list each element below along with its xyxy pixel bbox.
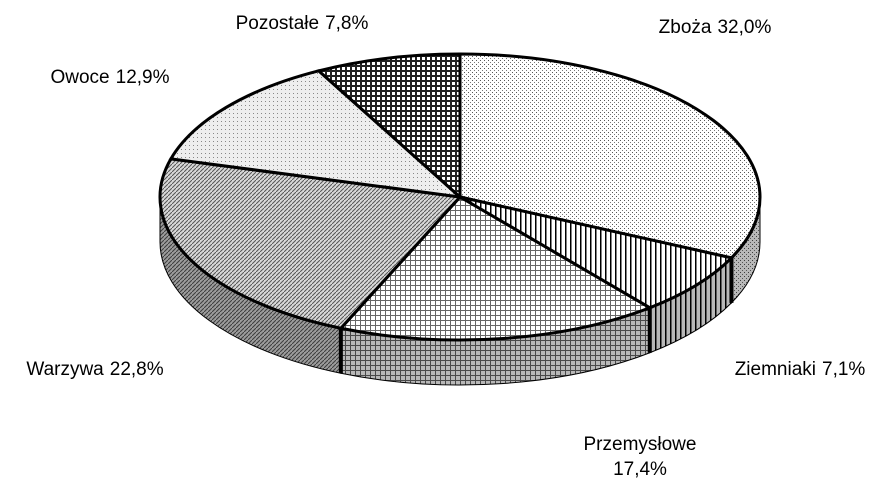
category-name: Warzywa (26, 359, 104, 380)
slice (459, 195, 735, 310)
category-name: Pozostałe (236, 13, 319, 34)
category-name: Zboża (659, 17, 712, 38)
value-label: 7,8% (325, 13, 368, 34)
slice-side-shade (340, 307, 650, 385)
category-name: Ziemniaki (735, 359, 816, 380)
slice-label: Owoce 12,9% (50, 67, 169, 88)
slice-side-shade (731, 197, 760, 303)
value-label: 22,8% (110, 359, 164, 380)
slice-label: Zboża 32,0% (659, 17, 772, 38)
value-label: 12,9% (116, 67, 170, 88)
value-label: 17,4% (613, 459, 667, 480)
slice-label: Warzywa 22,8% (26, 359, 163, 380)
labels: Zboża 32,0% Ziemniaki 7,1% Przemysłowe 17,4% W… (26, 13, 865, 480)
slice (158, 157, 464, 330)
slice (315, 52, 462, 201)
slice-label: Przemysłowe 17,4% (584, 434, 697, 480)
value-label: 7,1% (822, 359, 865, 380)
value-label: 32,0% (717, 17, 771, 38)
slice (458, 52, 762, 260)
category-name: Owoce (50, 67, 109, 88)
slice-label: Ziemniaki 7,1% (735, 359, 866, 380)
slice-label: Pozostałe 7,8% (236, 13, 369, 34)
pie (158, 52, 762, 386)
category-name: Przemysłowe (584, 434, 697, 455)
slice (337, 195, 654, 342)
slice-side-shade (159, 197, 341, 374)
slice (168, 69, 465, 200)
slice-side-shade (649, 257, 732, 353)
